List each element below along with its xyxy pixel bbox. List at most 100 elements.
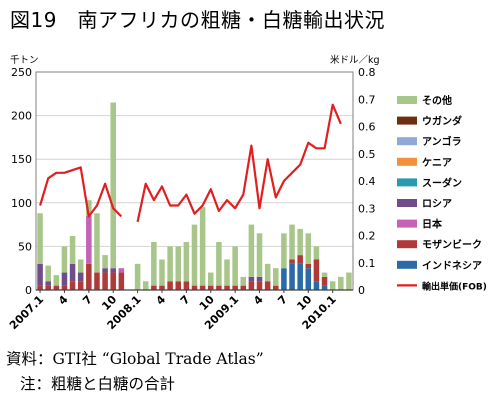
bar-segment [338, 276, 344, 290]
bar-segment [86, 200, 92, 216]
bar-segment [142, 281, 149, 290]
x-tick-label: 7 [275, 293, 290, 308]
bar-segment [224, 259, 230, 286]
bar-segment [53, 275, 60, 286]
bar-segment [45, 285, 51, 290]
bar-segment [232, 285, 238, 290]
stacked-bars [37, 102, 352, 290]
bar-segment [289, 263, 295, 290]
bar-segment [151, 285, 157, 290]
bar-segment [183, 242, 190, 282]
bar-segment [69, 235, 76, 264]
bar-segment [102, 268, 108, 273]
bar-segment [207, 285, 214, 290]
price-line-layer [39, 103, 342, 223]
bar-segment [216, 285, 222, 290]
bar-segment [281, 268, 287, 290]
y-tick-label: 50 [18, 240, 32, 253]
legend-swatch [397, 137, 417, 146]
bar-segment [256, 276, 263, 282]
y2-tick-label: 0.5 [358, 148, 376, 161]
y2-tick-label: 0.3 [358, 202, 376, 215]
y-tick-label: 100 [11, 197, 32, 210]
bar-segment [199, 285, 206, 290]
bar-segment [248, 281, 255, 290]
bar-segment [289, 259, 295, 264]
chart-title: 図19 南アフリカの粗糖・白糖輸出状況 [10, 8, 385, 32]
bar-segment [110, 102, 116, 269]
bar-segment [183, 281, 190, 290]
x-tick-label: 7 [80, 293, 95, 308]
bar-segment [273, 268, 279, 286]
y-tick-label: 250 [11, 66, 32, 79]
bar-segment [69, 263, 76, 282]
legend-swatch [397, 116, 417, 125]
bar-segment [45, 265, 51, 282]
bar-segment [110, 268, 116, 273]
bar-segment [256, 233, 263, 277]
y2-tick-label: 0.2 [358, 230, 376, 243]
legend-swatch [397, 260, 417, 269]
x-tick-label: 2007.1 [7, 293, 46, 332]
bar-segment [159, 259, 165, 286]
bar-segment [297, 255, 303, 264]
x-tick-label: 4 [154, 293, 169, 308]
bar-segment [273, 285, 279, 290]
y2-tick-label: 0.4 [358, 175, 376, 188]
bar-segment [61, 285, 68, 290]
legend-swatch [397, 219, 417, 228]
left-axis-unit: 千トン [10, 55, 39, 66]
legend-label: ウガンダ [422, 115, 462, 128]
bar-segment [313, 246, 320, 260]
bar-segment [281, 233, 287, 269]
legend-label: インドネシア [422, 260, 482, 272]
bar-segment [232, 246, 238, 286]
y2-tick-label: 0.8 [358, 66, 376, 79]
legend-label: ケニア [422, 157, 452, 169]
source-note: 資料：GTI社 “Global Trade Atlas” [6, 350, 264, 368]
bar-segment [346, 272, 352, 290]
bar-segment [61, 246, 68, 273]
bar-segment [118, 268, 125, 273]
bar-segment [45, 281, 51, 286]
y-tick-label: 150 [11, 153, 32, 166]
legend-swatch [397, 96, 417, 104]
bar-segment [297, 263, 303, 290]
bar-segment [321, 272, 328, 277]
bar-segment [37, 213, 43, 264]
bar-segment [37, 285, 43, 290]
right-axis-unit: 米ドル／kg [330, 54, 380, 66]
bar-segment [69, 281, 76, 290]
legend-swatch [397, 157, 417, 166]
chart-svg: 0 50 100 150 200 250 0 0.1 0.2 0.3 0.4 0.5 0.6 0.7 0.8… [7, 54, 487, 332]
bar-segment [207, 272, 214, 286]
price-line [136, 103, 342, 223]
legend-swatch [397, 199, 417, 207]
bar-segment [77, 259, 84, 273]
y2-tick-label: 0 [358, 284, 365, 297]
x-tick-label: 4 [56, 293, 71, 308]
bar-segment [191, 285, 198, 290]
bar-segment [37, 263, 43, 286]
bar-segment [86, 215, 92, 264]
bar-segment [94, 272, 100, 290]
footnote: 注：粗糖と白糖の合計 [20, 375, 176, 393]
bar-segment [151, 242, 157, 286]
bar-segment [110, 272, 116, 290]
bar-segment [102, 255, 108, 269]
bar-segment [102, 272, 108, 290]
axes: 0 50 100 150 200 250 0 0.1 0.2 0.3 0.4 0.5 0.6 0.7 0.8… [7, 54, 380, 332]
legend-label: 輸出単価(FOB) [422, 280, 487, 292]
bar-segment [167, 246, 173, 282]
price-line [39, 166, 123, 218]
bar-segment [256, 281, 263, 290]
y-tick-label: 200 [11, 110, 32, 123]
bar-segment [77, 281, 84, 290]
grid-lines [36, 71, 353, 247]
x-tick-label: 7 [178, 293, 193, 308]
bar-segment [53, 285, 60, 290]
bar-segment [248, 224, 255, 277]
bar-segment [248, 276, 255, 282]
legend-label: モザンビーク [422, 238, 482, 251]
legend-label: スーダン [422, 176, 462, 189]
